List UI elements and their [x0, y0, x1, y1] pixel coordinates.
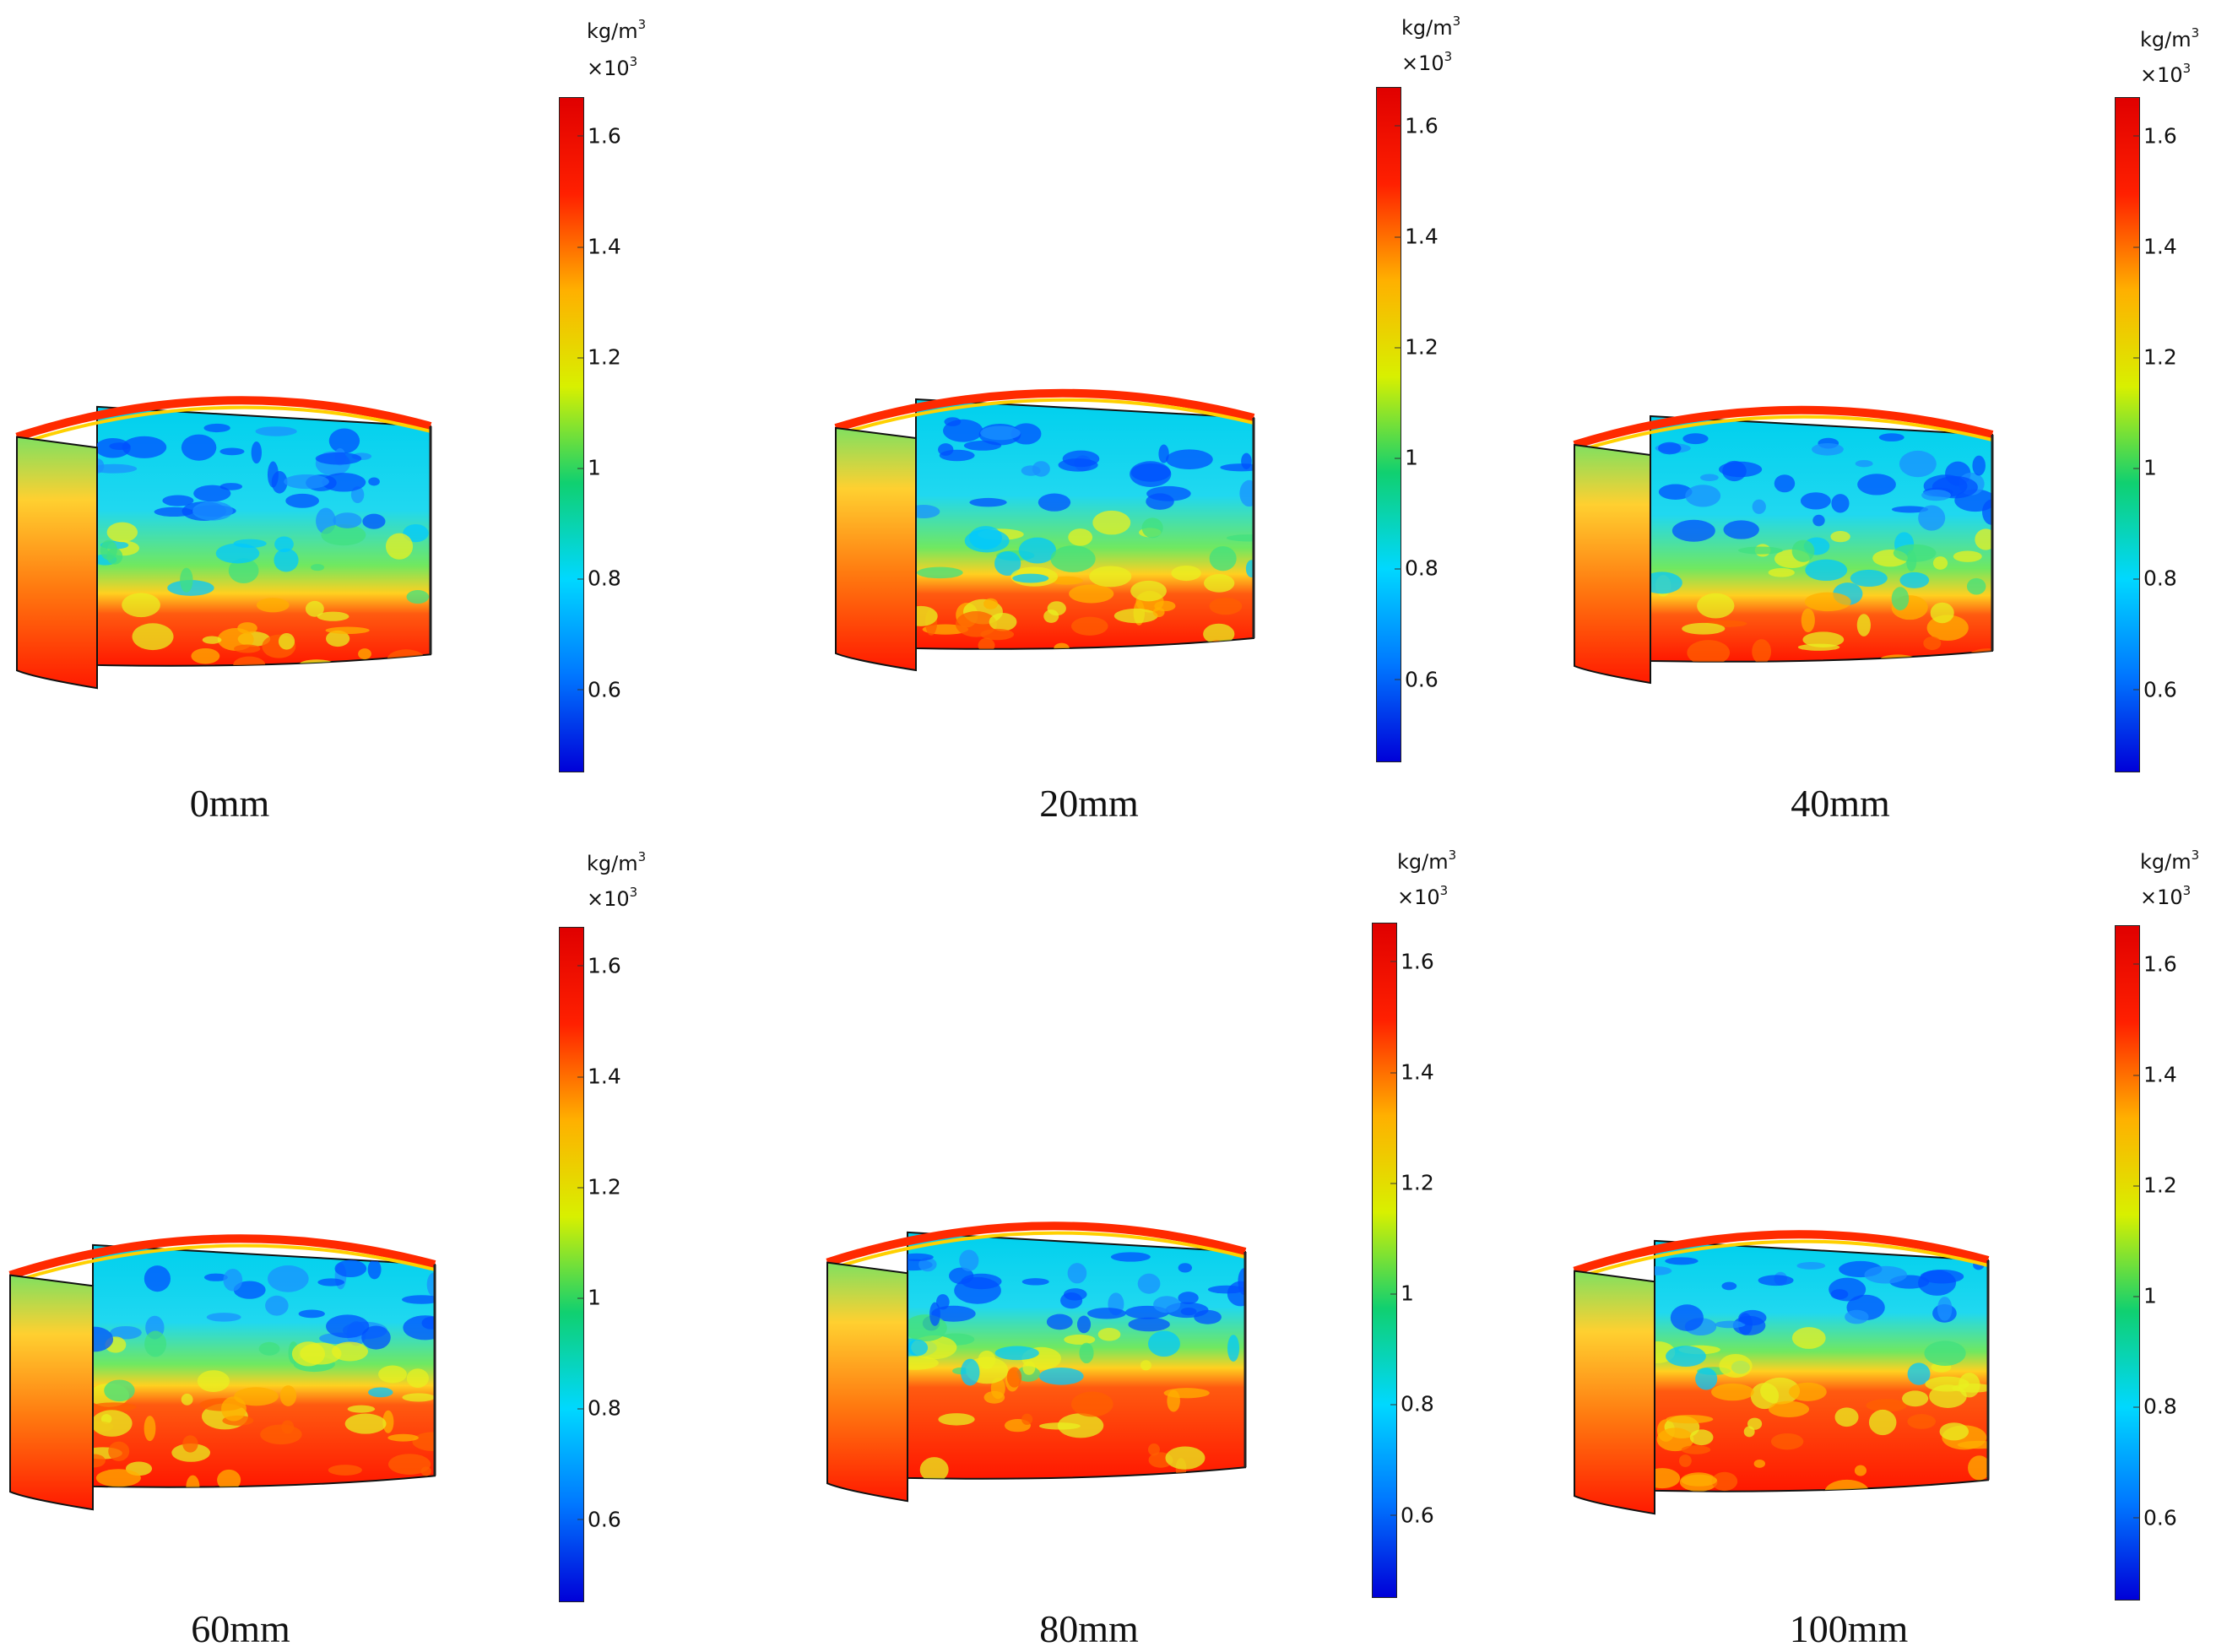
colorbar-tick: 1.2 — [1395, 334, 1439, 360]
colorbar-tick: 0.6 — [577, 677, 621, 702]
colorbar-tick: 1.4 — [1390, 1059, 1434, 1085]
colorbar-tick: 1.6 — [2133, 951, 2177, 977]
colorbar-tick: 1.4 — [577, 1064, 621, 1089]
colorbar-unit: kg/m3 — [2140, 848, 2200, 874]
colorbar-tick: 0.6 — [2133, 677, 2177, 702]
colorbar-scale: ×103 — [2140, 61, 2192, 87]
colorbar-tick: 0.8 — [2133, 1394, 2177, 1419]
colorbar-tick: 0.8 — [2133, 566, 2177, 591]
panel-label: 0mm — [189, 782, 270, 825]
colorbar-unit: kg/m3 — [1401, 14, 1461, 40]
inner-wall-field — [92, 1243, 436, 1488]
density-contour-plot — [1573, 1230, 1990, 1515]
density-contour-plot — [8, 1234, 436, 1511]
colorbar — [2115, 97, 2140, 772]
colorbar-tick: 1.6 — [2133, 123, 2177, 149]
panel-label: 40mm — [1791, 782, 1890, 825]
colorbar-tick: 0.8 — [1390, 1391, 1434, 1416]
colorbar-tick: 0.6 — [577, 1507, 621, 1532]
density-field-blobs — [1650, 433, 1992, 662]
front-wall-segment — [1574, 1270, 1655, 1515]
colorbar-tick: 1.4 — [577, 234, 621, 259]
top-rim-inner — [833, 1231, 1246, 1270]
density-contour-plot — [834, 388, 1255, 672]
colorbar-tick: 0.8 — [577, 1395, 621, 1421]
colorbar-tick: 0.8 — [1395, 555, 1439, 581]
panel-40mm: 40mm kg/m3 ×103 1.6 1.4 1.2 1 0.8 0.6 — [1477, 0, 2216, 826]
colorbar-tick: 1 — [577, 455, 601, 480]
panel-label: 80mm — [1039, 1607, 1139, 1650]
colorbar-tick: 0.8 — [577, 566, 621, 591]
panel-100mm: 100mm kg/m3 ×103 1.6 1.4 1.2 1 0.8 0.6 — [1477, 826, 2216, 1651]
density-contour-plot — [15, 396, 432, 690]
colorbar-unit: kg/m3 — [587, 17, 647, 43]
colorbar-tick: 1.2 — [577, 344, 621, 370]
colorbar-scale: ×103 — [1401, 49, 1453, 75]
colorbar-tick: 1.6 — [1390, 949, 1434, 974]
top-rim-inner — [842, 398, 1254, 435]
top-rim-inner — [1580, 1239, 1989, 1278]
colorbar-tick: 1 — [1395, 445, 1418, 470]
front-wall-segment — [826, 1261, 908, 1503]
panel-20mm: 20mm kg/m3 ×103 1.6 1.4 1.2 1 0.8 0.6 — [739, 0, 1477, 826]
colorbar-tick: 1.6 — [577, 953, 621, 978]
colorbar-tick: 1.4 — [1395, 224, 1439, 249]
colorbar-tick: 1 — [1390, 1281, 1414, 1306]
colorbar-scale: ×103 — [587, 885, 638, 911]
front-wall-segment — [9, 1274, 94, 1511]
colorbar-tick: 1 — [2133, 455, 2157, 480]
panel-label: 60mm — [191, 1607, 290, 1650]
top-rim — [834, 388, 1255, 432]
top-rim — [1573, 1230, 1990, 1276]
panel-label: 100mm — [1789, 1607, 1909, 1650]
front-wall-segment — [16, 436, 98, 690]
colorbar-tick: 1 — [2133, 1283, 2157, 1308]
colorbar — [1372, 923, 1397, 1598]
colorbar-tick: 1.6 — [1395, 113, 1439, 138]
colorbar-tick: 1.6 — [577, 123, 621, 149]
density-contour-plot — [826, 1221, 1247, 1503]
colorbar — [1376, 87, 1401, 762]
colorbar — [559, 927, 584, 1602]
colorbar-tick: 1 — [577, 1285, 601, 1310]
colorbar-tick: 0.6 — [2133, 1505, 2177, 1530]
top-rim-inner — [1580, 414, 1993, 452]
colorbar-tick: 0.6 — [1395, 667, 1439, 692]
density-field-blobs — [97, 423, 430, 666]
colorbar-tick: 0.6 — [1390, 1503, 1434, 1528]
top-rim — [1573, 405, 1994, 449]
colorbar-tick: 1.2 — [2133, 344, 2177, 370]
colorbar-scale: ×103 — [587, 54, 638, 80]
front-wall-segment — [835, 426, 917, 672]
density-field-blobs — [1655, 1257, 1988, 1492]
colorbar-unit: kg/m3 — [2140, 25, 2200, 51]
colorbar-tick: 1.2 — [577, 1174, 621, 1200]
panel-80mm: 80mm kg/m3 ×103 1.6 1.4 1.2 1 0.8 0.6 — [739, 826, 1477, 1651]
top-rim — [8, 1234, 436, 1280]
density-field-blobs — [93, 1259, 435, 1487]
colorbar-tick: 1.4 — [2133, 234, 2177, 259]
top-rim — [15, 396, 432, 441]
colorbar-tick: 1.2 — [1390, 1170, 1434, 1195]
colorbar-scale: ×103 — [2140, 883, 2192, 909]
front-wall-segment — [1574, 443, 1651, 685]
top-rim — [826, 1221, 1247, 1267]
colorbar-tick: 1.4 — [2133, 1062, 2177, 1087]
colorbar-unit: kg/m3 — [1397, 848, 1457, 874]
density-field-blobs — [908, 1249, 1245, 1479]
panel-60mm: 60mm kg/m3 ×103 1.6 1.4 1.2 1 0.8 0.6 — [0, 826, 739, 1651]
density-contour-plot — [1573, 405, 1994, 685]
colorbar-scale: ×103 — [1397, 883, 1449, 909]
top-rim-inner — [16, 1243, 436, 1282]
colorbar — [559, 97, 584, 772]
panel-0mm: 0mm kg/m3 ×103 1.6 1.4 1.2 1 0.8 0.6 — [0, 0, 739, 826]
top-rim-inner — [23, 405, 431, 444]
panel-label: 20mm — [1039, 782, 1139, 825]
colorbar — [2115, 925, 2140, 1601]
colorbar-tick: 1.2 — [2133, 1173, 2177, 1198]
colorbar-unit: kg/m3 — [587, 849, 647, 875]
